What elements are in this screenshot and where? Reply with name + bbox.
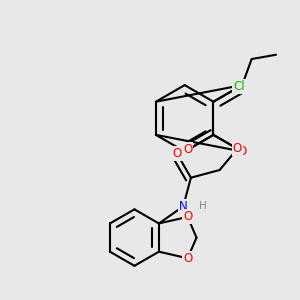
Text: O: O <box>183 143 192 156</box>
Text: O: O <box>183 210 192 224</box>
Text: O: O <box>233 142 242 155</box>
Text: N: N <box>179 200 188 213</box>
Text: H: H <box>199 201 207 212</box>
Text: Cl: Cl <box>233 80 245 93</box>
Text: O: O <box>172 147 182 160</box>
Text: O: O <box>183 252 192 265</box>
Text: O: O <box>238 145 247 158</box>
